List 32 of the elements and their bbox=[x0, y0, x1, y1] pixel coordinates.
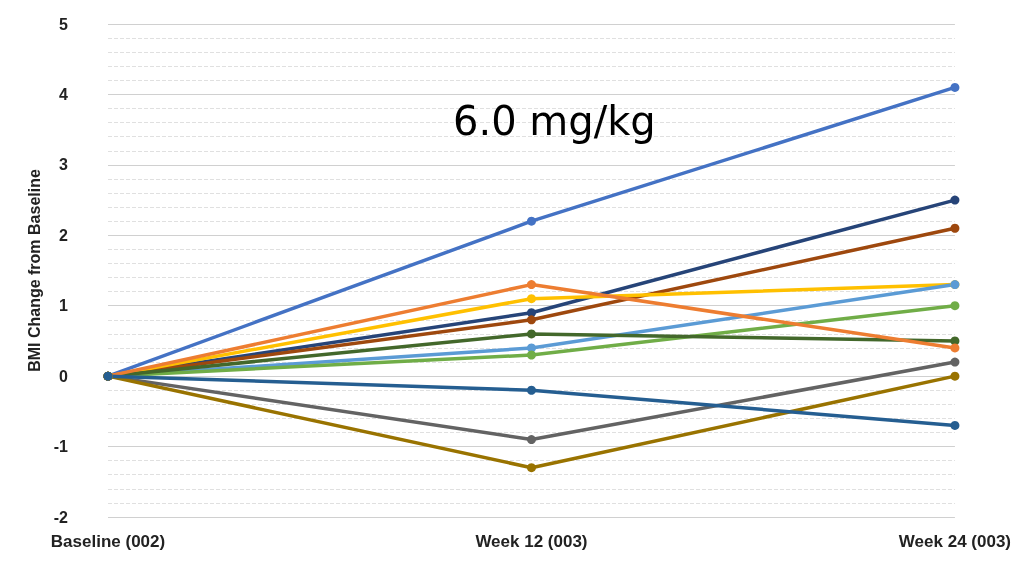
point bbox=[526, 385, 536, 395]
point bbox=[950, 195, 960, 205]
point bbox=[950, 371, 960, 381]
point bbox=[526, 315, 536, 325]
y-tick-label: 2 bbox=[59, 226, 69, 244]
point bbox=[950, 301, 960, 311]
y-tick-label: -1 bbox=[53, 438, 69, 456]
y-tick-label: 0 bbox=[59, 367, 69, 385]
point bbox=[526, 216, 536, 226]
point bbox=[526, 280, 536, 290]
point bbox=[950, 336, 960, 346]
point bbox=[950, 343, 960, 353]
x-tick-label: Week 12 (003) bbox=[475, 532, 588, 551]
y-tick-label: 1 bbox=[59, 297, 69, 315]
point bbox=[526, 294, 536, 304]
point bbox=[950, 357, 960, 367]
point bbox=[526, 435, 536, 445]
point bbox=[950, 420, 960, 430]
y-tick-label: 3 bbox=[59, 156, 69, 174]
y-tick-label: -2 bbox=[53, 508, 69, 526]
point bbox=[526, 350, 536, 360]
x-tick-label: Week 24 (003) bbox=[898, 532, 1012, 551]
y-axis-title: BMI Change from Baseline bbox=[26, 169, 44, 372]
point bbox=[950, 82, 960, 92]
point bbox=[526, 308, 536, 318]
text: 6.0 mg/kg bbox=[453, 98, 656, 144]
point bbox=[950, 223, 960, 233]
y-tick-label: 4 bbox=[59, 85, 69, 103]
y-tick-label: 5 bbox=[59, 15, 69, 33]
point bbox=[526, 329, 536, 339]
x-tick-label: Baseline (002) bbox=[50, 532, 166, 551]
point bbox=[526, 463, 536, 473]
